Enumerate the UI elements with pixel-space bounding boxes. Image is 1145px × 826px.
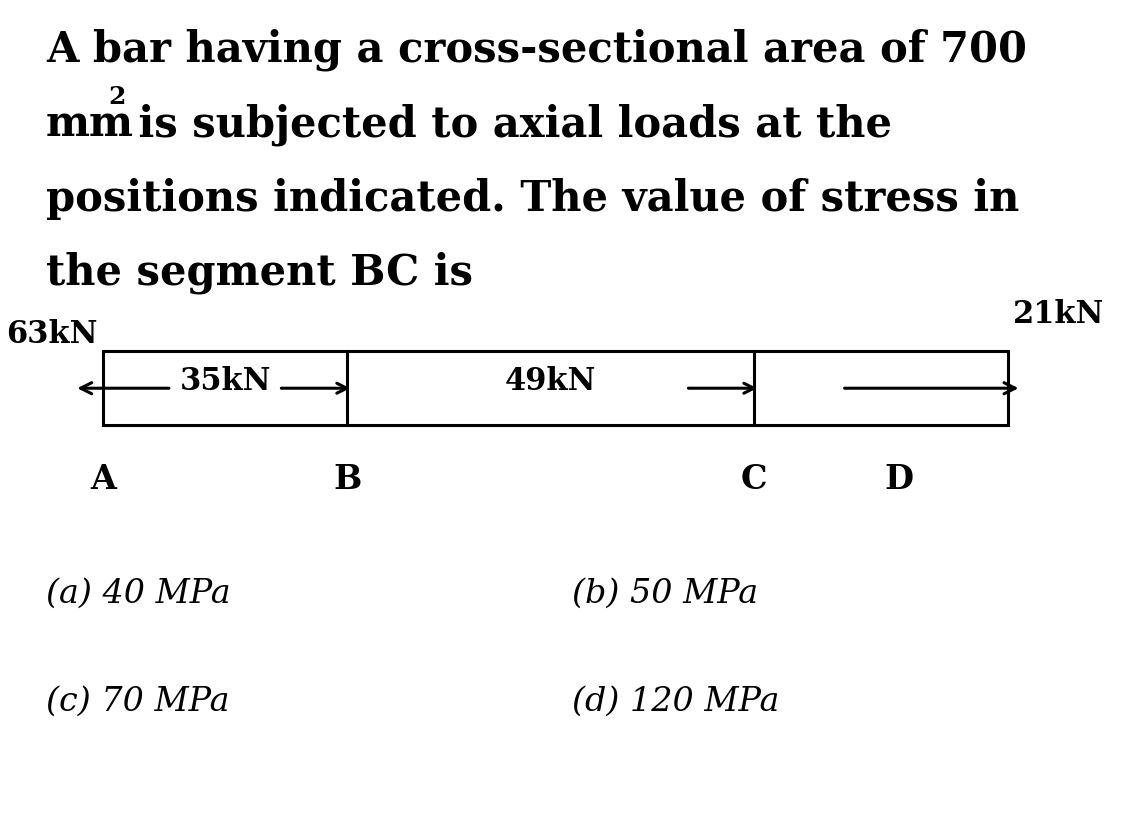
Text: A bar having a cross-sectional area of 700: A bar having a cross-sectional area of 7… bbox=[46, 29, 1027, 71]
Text: 21kN: 21kN bbox=[1013, 299, 1105, 330]
Text: is subjected to axial loads at the: is subjected to axial loads at the bbox=[124, 103, 892, 145]
Text: mm: mm bbox=[46, 103, 134, 145]
Text: (d) 120 MPa: (d) 120 MPa bbox=[572, 686, 780, 718]
Text: (c) 70 MPa: (c) 70 MPa bbox=[46, 686, 229, 718]
Text: 49kN: 49kN bbox=[505, 366, 597, 397]
Text: the segment BC is: the segment BC is bbox=[46, 252, 473, 294]
Text: (a) 40 MPa: (a) 40 MPa bbox=[46, 578, 230, 610]
Text: C: C bbox=[741, 463, 767, 496]
Text: D: D bbox=[885, 463, 914, 496]
Bar bbox=[103, 351, 1008, 425]
Text: 35kN: 35kN bbox=[180, 366, 271, 397]
Text: positions indicated. The value of stress in: positions indicated. The value of stress… bbox=[46, 178, 1019, 220]
Text: (b) 50 MPa: (b) 50 MPa bbox=[572, 578, 759, 610]
Text: B: B bbox=[333, 463, 362, 496]
Text: 63kN: 63kN bbox=[6, 319, 97, 350]
Text: 2: 2 bbox=[109, 85, 126, 109]
Text: A: A bbox=[90, 463, 116, 496]
